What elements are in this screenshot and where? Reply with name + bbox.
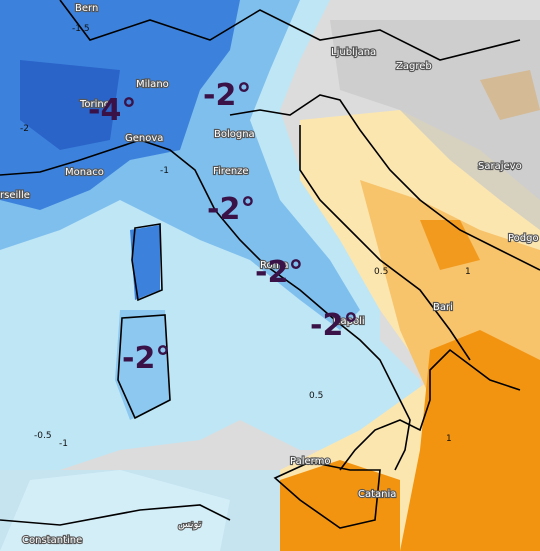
city-label: Bari — [433, 302, 453, 313]
city-label: Napoli — [333, 316, 365, 327]
city-label: تونس — [178, 519, 202, 530]
contour-label: 1 — [465, 267, 471, 277]
contour-label: -2 — [20, 124, 29, 134]
city-label: Firenze — [213, 166, 249, 177]
city-label: Torino — [79, 99, 110, 110]
anomaly-label: -2° — [122, 341, 170, 376]
contour-label: 0.5 — [309, 391, 323, 401]
city-label: Catania — [358, 489, 396, 500]
anomaly-label: -4° — [88, 93, 136, 128]
contour-label: -0.5 — [34, 431, 52, 441]
city-label: Zagreb — [396, 61, 432, 72]
anomaly-label: -2° — [207, 192, 255, 227]
coastlines — [0, 0, 540, 529]
city-label: Bern — [75, 3, 98, 14]
anomaly-label: -2° — [310, 308, 358, 343]
city-label: Podgo — [508, 233, 539, 244]
contour-labels: -1.5 -2 -1 0.5 1 0.5 -0.5 -1 1 — [20, 24, 471, 449]
contour-label: -1 — [160, 166, 169, 176]
contour-label: 1 — [446, 434, 452, 444]
city-label: Palermo — [290, 456, 330, 467]
city-label: Monaco — [65, 167, 104, 178]
city-label: Milano — [136, 79, 169, 90]
city-label: rseille — [0, 190, 30, 201]
contour-label: 0.5 — [374, 267, 388, 277]
city-label: Bologna — [214, 129, 255, 140]
anomaly-label: -2° — [255, 255, 303, 290]
city-label: Sarajevo — [478, 161, 522, 172]
contour-label: -1.5 — [72, 24, 90, 34]
anomaly-labels: -4° -2° -2° -2° -2° -2° — [88, 78, 358, 376]
city-label: Roma — [260, 260, 289, 271]
city-label: Constantine — [22, 535, 82, 546]
anomaly-label: -2° — [203, 78, 251, 113]
city-label: Ljubljana — [331, 47, 376, 58]
contour-label: -1 — [59, 439, 68, 449]
city-label: Genova — [125, 133, 163, 144]
